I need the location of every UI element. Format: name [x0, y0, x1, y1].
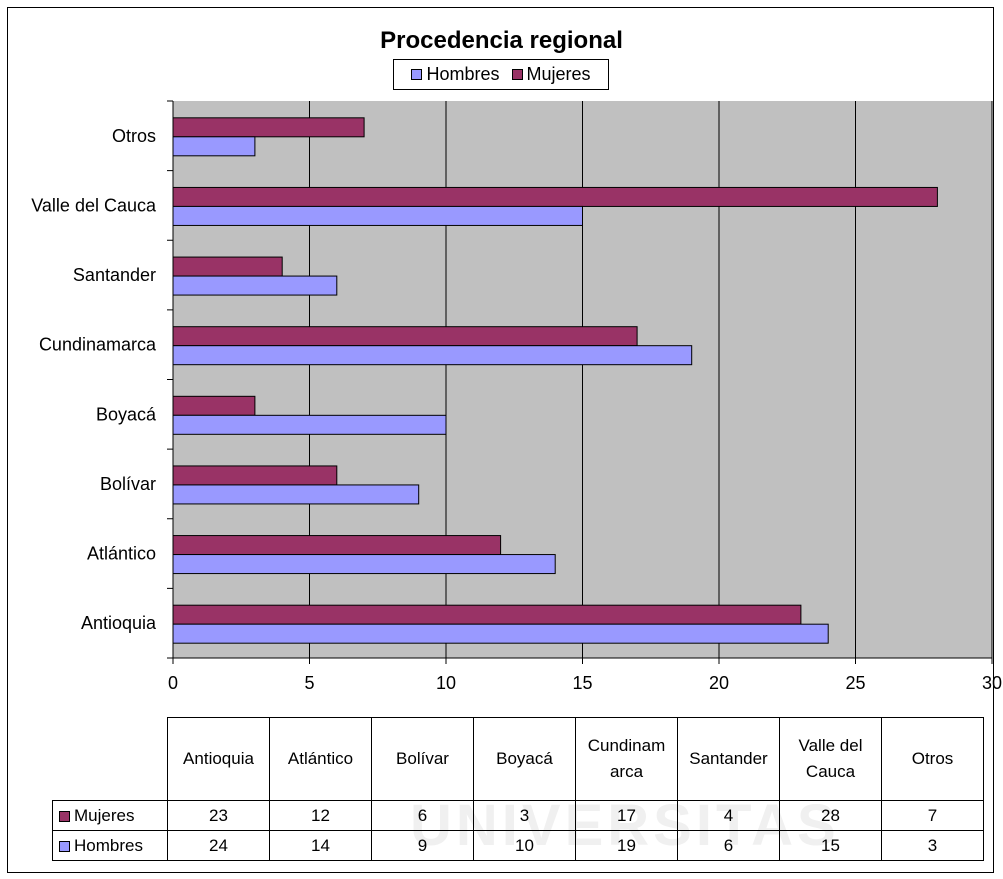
table-header: Valle del Cauca [779, 717, 882, 801]
legend-label-hombres: Hombres [426, 64, 500, 84]
table-cell: 17 [575, 800, 678, 831]
table-header: Antioquia [167, 717, 270, 801]
legend-label-mujeres: Mujeres [526, 64, 591, 84]
bar-hombres [172, 136, 256, 157]
bar-hombres [172, 205, 583, 226]
y-tick-label: Boyacá [96, 404, 157, 424]
legend-item-mujeres: Mujeres [511, 64, 591, 85]
table-cell: 19 [575, 830, 678, 861]
bar-mujeres [172, 395, 256, 416]
table-cell: 9 [371, 830, 474, 861]
bar-mujeres [172, 604, 802, 625]
table-header-row: Antioquia Atlántico Bolívar Boyacá Cundi… [52, 717, 984, 801]
table-header: Atlántico [269, 717, 372, 801]
legend-item-hombres: Hombres [411, 64, 500, 85]
bar-hombres [172, 275, 338, 296]
x-tick-label: 20 [709, 673, 729, 693]
y-tick-label: Bolívar [100, 474, 156, 494]
bar-mujeres [172, 186, 938, 207]
table-row-hombres: Hombres 24 14 9 10 19 6 15 3 [52, 830, 984, 861]
x-tick-label: 25 [845, 673, 865, 693]
table-swatch-hombres [59, 840, 70, 852]
x-tick-label: 15 [572, 673, 592, 693]
table-swatch-mujeres [59, 810, 70, 822]
bar-hombres [172, 414, 447, 435]
table-header: Santander [677, 717, 780, 801]
bar-mujeres [172, 535, 502, 556]
x-tick-label: 5 [304, 673, 314, 693]
chart-title: Procedencia regional [380, 27, 623, 54]
y-tick-label: Antioquia [81, 613, 157, 633]
table-cell: 24 [167, 830, 270, 861]
table-series-label-mujeres: Mujeres [52, 800, 168, 831]
table-series-label-hombres: Hombres [52, 830, 168, 861]
bar-hombres [172, 554, 556, 575]
bar-mujeres [172, 256, 283, 277]
table-cell: 12 [269, 800, 372, 831]
table-series-name: Hombres [74, 835, 143, 855]
table-cell: 10 [473, 830, 576, 861]
table-cell: 3 [881, 830, 984, 861]
legend-swatch-hombres [411, 69, 423, 80]
table-series-name: Mujeres [74, 805, 135, 825]
y-tick-label: Cundinamarca [39, 335, 157, 355]
bar-chart: 0 5 10 15 20 25 30 Antioquia Atlántico Bolívar Boy… [31, 100, 1002, 693]
legend-swatch-mujeres [511, 69, 523, 80]
y-tick-label: Santander [73, 265, 156, 285]
table-cell: 23 [167, 800, 270, 831]
bar-mujeres [172, 326, 638, 347]
table-cell: 15 [779, 830, 882, 861]
y-tick-label: Otros [112, 126, 156, 146]
y-tick-label: Atlántico [87, 544, 156, 564]
table-cell: 4 [677, 800, 780, 831]
table-cell: 6 [371, 800, 474, 831]
bar-mujeres [172, 465, 338, 486]
table-header: Otros [881, 717, 984, 801]
bar-mujeres [172, 117, 365, 138]
table-header: Cundinam arca [575, 717, 678, 801]
table-cell: 3 [473, 800, 576, 831]
legend: Hombres Mujeres [393, 59, 609, 90]
table-header: Bolívar [371, 717, 474, 801]
bar-hombres [172, 623, 829, 644]
table-header: Boyacá [473, 717, 576, 801]
x-tick-label: 30 [982, 673, 1002, 693]
table-corner [52, 717, 168, 801]
y-tick-label: Valle del Cauca [31, 195, 157, 215]
table-cell: 6 [677, 830, 780, 861]
x-tick-label: 10 [436, 673, 456, 693]
bar-hombres [172, 484, 420, 505]
x-tick-label: 0 [168, 673, 178, 693]
table-cell: 28 [779, 800, 882, 831]
table-cell: 7 [881, 800, 984, 831]
table-cell: 14 [269, 830, 372, 861]
bar-hombres [172, 345, 693, 366]
table-row-mujeres: Mujeres 23 12 6 3 17 4 28 7 [52, 800, 984, 831]
data-table: Antioquia Atlántico Bolívar Boyacá Cundi… [52, 717, 984, 861]
